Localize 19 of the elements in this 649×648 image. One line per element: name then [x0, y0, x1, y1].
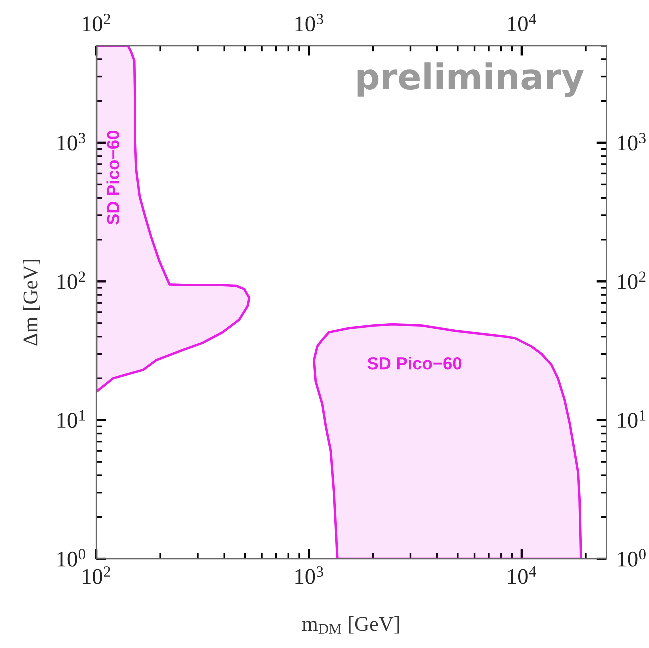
y-tick-label: 10$^{0}$: [58, 549, 86, 567]
text: 10$^{2}$: [618, 272, 646, 290]
text: 10$^{0}$: [618, 549, 646, 567]
series-label: SD Pico−60: [106, 131, 120, 225]
x-tick-label: 10$^{4}$: [508, 566, 536, 584]
x-tick-label: 10$^{2}$: [83, 566, 110, 584]
text: 10$^{3}$: [296, 14, 324, 32]
x-axis-title: m$_{DM}$ [GeV]: [302, 616, 400, 634]
y-tick-label: 10$^{1}$: [58, 410, 86, 428]
text: 10$^{4}$: [508, 14, 536, 32]
y-tick-label: 10$^{3}$: [58, 133, 86, 151]
text: 10$^{2}$: [83, 14, 110, 32]
series-label: SD Pico−60: [368, 357, 462, 370]
y-tick-label: 10$^{2}$: [58, 272, 86, 290]
text: 10$^{3}$: [618, 133, 646, 151]
x-tick-label: 10$^{3}$: [296, 566, 324, 584]
y-axis-title: Δm [GeV]: [23, 260, 40, 346]
text: 10$^{1}$: [618, 410, 646, 428]
annotation: preliminary: [358, 62, 584, 98]
